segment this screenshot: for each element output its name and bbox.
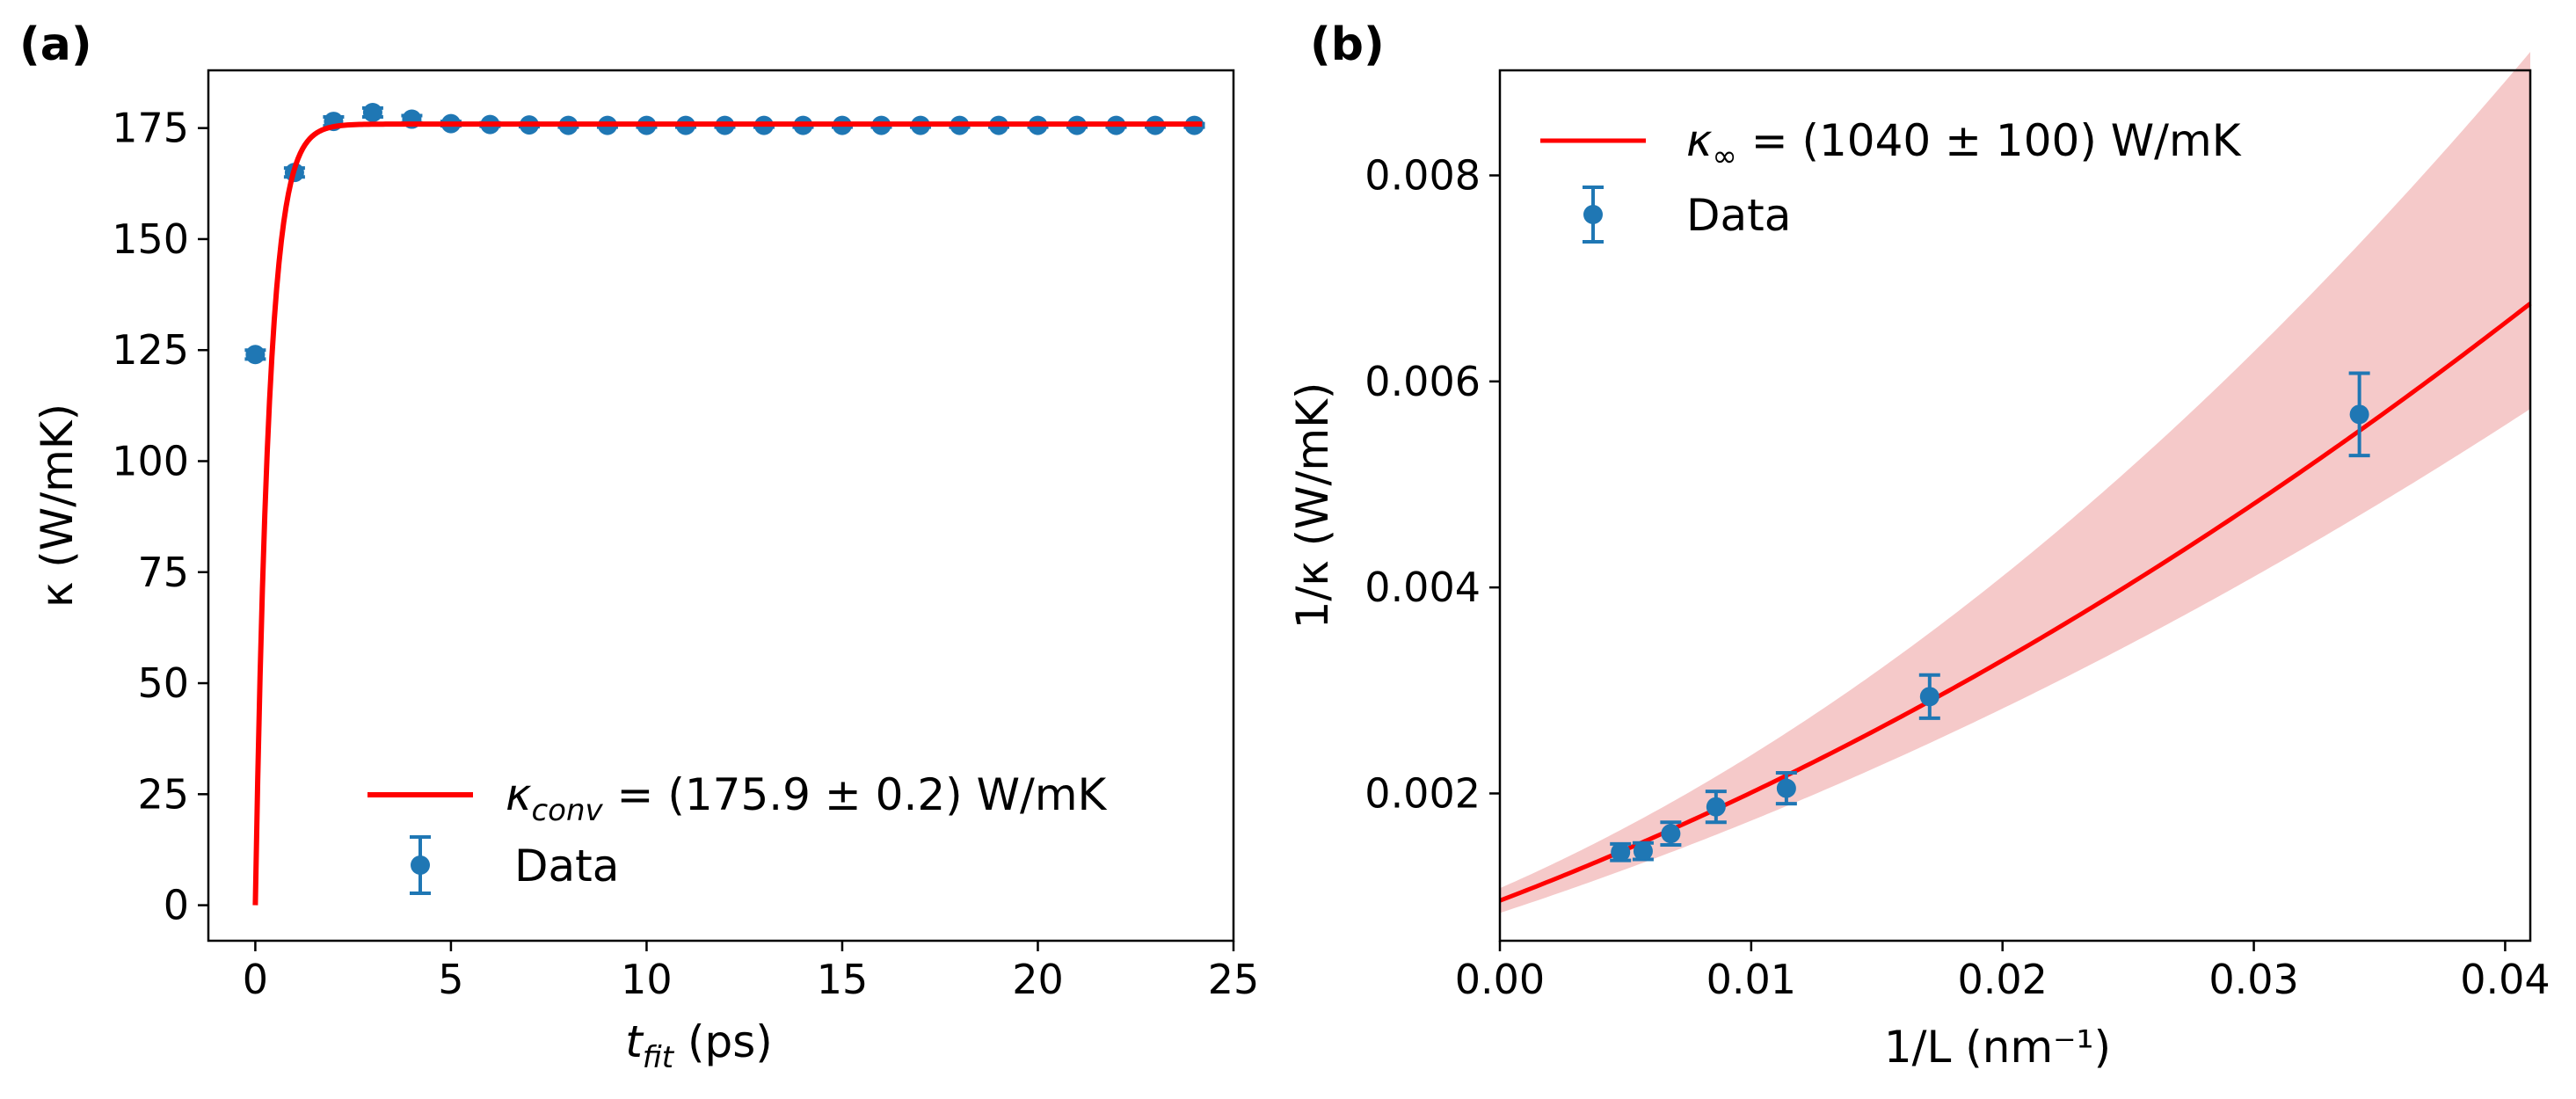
panel-a-y-tick-label: 150 xyxy=(112,215,189,263)
panel-b-y-tick-label: 0.004 xyxy=(1364,564,1481,611)
panel-b-legend-data-swatch xyxy=(1583,186,1604,244)
panel-a-marker xyxy=(245,345,266,365)
panel-b-marker xyxy=(1776,778,1796,798)
panel-a-y-tick-label: 175 xyxy=(112,105,189,152)
panel-b-marker xyxy=(1919,687,1939,707)
panel-b-y-label: 1/κ (W/mK) xyxy=(1287,382,1338,630)
panel-a-legend-data-swatch xyxy=(410,835,431,895)
panel-b-point xyxy=(1660,820,1682,848)
panel-b-frame xyxy=(1498,69,2532,943)
panel-a-x-label: tfit (ps) xyxy=(625,1016,773,1075)
panel-a-label: (a) xyxy=(19,18,92,71)
panel-b-x-tick-label: 0.01 xyxy=(1706,956,1796,1003)
panel-b-label: (b) xyxy=(1310,18,1385,71)
panel-b-marker xyxy=(1611,842,1631,862)
panel-a-data xyxy=(244,102,1205,365)
panel-a: (a) 0 5 10 15 20 25 0 25 50 75 100 125 150 175 tfit (… xyxy=(19,18,1259,1075)
panel-b-marker xyxy=(1633,841,1653,862)
panel-b-data xyxy=(1610,371,2370,862)
panel-b-point xyxy=(1610,841,1632,862)
panel-b-x-label: 1/L (nm⁻¹) xyxy=(1884,1022,2111,1073)
panel-a-y-tick-label: 75 xyxy=(137,549,189,596)
panel-a-legend: κconv = (175.9 ± 0.2) W/mK Data xyxy=(367,769,1108,895)
panel-b-point xyxy=(1775,771,1797,806)
panel-a-x-tick-label: 20 xyxy=(1012,956,1064,1003)
panel-a-frame xyxy=(207,69,1235,943)
panel-b-point xyxy=(1705,790,1727,825)
panel-b-x-tick-label: 0.00 xyxy=(1455,956,1545,1003)
panel-b-point xyxy=(2348,371,2370,458)
panel-a-legend-data-label: Data xyxy=(514,841,619,892)
panel-b-marker xyxy=(1706,797,1726,817)
panel-a-x-tick-label: 15 xyxy=(817,956,869,1003)
panel-a-legend-fit-label: κconv = (175.9 ± 0.2) W/mK xyxy=(506,769,1108,828)
panel-a-x-tick-label: 25 xyxy=(1208,956,1260,1003)
panel-b-x-tick-label: 0.02 xyxy=(1957,956,2047,1003)
panel-a-y-tick-label: 25 xyxy=(137,770,189,818)
panel-b-marker xyxy=(2349,404,2369,425)
panel-a-point xyxy=(361,102,383,122)
panel-a-x-tick-label: 10 xyxy=(621,956,673,1003)
panel-b-y-tick-label: 0.006 xyxy=(1364,358,1481,405)
panel-a-fit-line xyxy=(252,121,1203,906)
panel-a-y-tick-label: 125 xyxy=(112,326,189,374)
panel-b-confidence-band xyxy=(1500,52,2530,913)
panel-b-x-tick-label: 0.03 xyxy=(2209,956,2298,1003)
panel-b-y-tick-label: 0.002 xyxy=(1364,769,1481,817)
panel-a-ticks: 0 5 10 15 20 25 0 25 50 75 100 125 150 175 xyxy=(112,105,1259,1003)
panel-b-point xyxy=(1632,841,1654,862)
panel-b: (b) 0.00 0.01 0.02 0.03 0.040.0020.0040.0060… xyxy=(1287,18,2551,1073)
panel-b-legend-data-label: Data xyxy=(1686,190,1791,241)
panel-b-ticks: 0.00 0.01 0.02 0.03 0.04 0.002 0.004 0.006 0.008 xyxy=(1364,152,2550,1003)
panel-b-legend-fit-label: κ∞ = (1040 ± 100) W/mK xyxy=(1686,115,2242,174)
panel-b-x-tick-label: 0.04 xyxy=(2460,956,2550,1003)
panel-b-point xyxy=(1918,673,1940,720)
panel-b-legend: κ∞ = (1040 ± 100) W/mK Data xyxy=(1540,115,2242,244)
panel-a-x-tick-label: 5 xyxy=(438,956,463,1003)
panel-a-y-tick-label: 0 xyxy=(164,882,189,929)
panel-a-marker xyxy=(362,102,382,122)
panel-a-y-tick-label: 100 xyxy=(112,437,189,484)
panel-b-marker xyxy=(1661,824,1681,844)
panel-a-point xyxy=(244,345,266,365)
panel-a-y-label: κ (W/mK) xyxy=(32,404,83,608)
panel-a-x-tick-label: 0 xyxy=(243,956,268,1003)
panel-b-y-tick-label: 0.008 xyxy=(1364,152,1481,200)
panel-a-y-tick-label: 50 xyxy=(137,659,189,707)
